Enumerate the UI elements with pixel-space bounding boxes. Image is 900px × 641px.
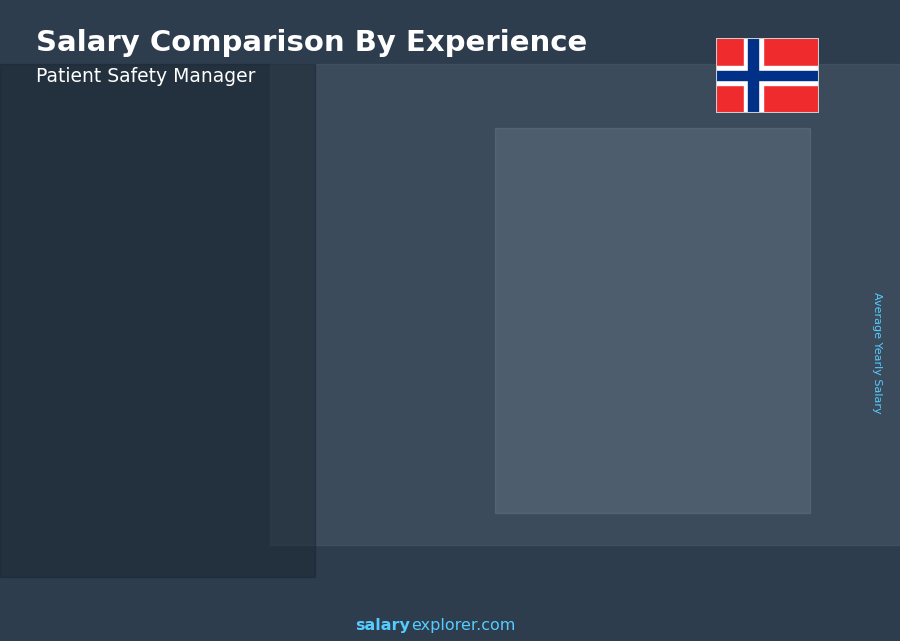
Polygon shape — [524, 268, 536, 577]
Polygon shape — [653, 240, 667, 577]
Text: 767,000 NOK: 767,000 NOK — [241, 349, 319, 362]
Polygon shape — [586, 240, 653, 281]
Bar — [495, 128, 810, 513]
Polygon shape — [716, 214, 784, 577]
Text: 519,000 NOK: 519,000 NOK — [111, 430, 189, 444]
Text: Patient Safety Manager: Patient Safety Manager — [36, 67, 256, 87]
Polygon shape — [586, 240, 653, 577]
Polygon shape — [586, 240, 667, 251]
Text: 1,020,000 NOK: 1,020,000 NOK — [491, 265, 580, 278]
Polygon shape — [263, 406, 276, 577]
Polygon shape — [65, 449, 132, 577]
Polygon shape — [65, 449, 132, 464]
Text: Average Yearly Salary: Average Yearly Salary — [872, 292, 883, 413]
Polygon shape — [132, 449, 146, 577]
Polygon shape — [455, 268, 524, 305]
Bar — [716, 66, 819, 85]
Text: +8%: +8% — [668, 151, 709, 169]
Bar — [749, 38, 758, 113]
Polygon shape — [455, 268, 536, 279]
Polygon shape — [393, 324, 406, 577]
Polygon shape — [326, 324, 393, 354]
Polygon shape — [65, 449, 146, 460]
Bar — [0, 64, 315, 577]
Text: 936,000 NOK: 936,000 NOK — [372, 293, 449, 306]
Text: salary: salary — [355, 619, 410, 633]
Polygon shape — [195, 406, 263, 577]
Text: +48%: +48% — [271, 262, 324, 279]
Polygon shape — [326, 324, 406, 335]
Polygon shape — [195, 406, 263, 426]
Polygon shape — [716, 214, 784, 258]
Text: 1,100,000 NOK: 1,100,000 NOK — [621, 238, 710, 251]
Polygon shape — [326, 324, 393, 577]
Polygon shape — [455, 268, 524, 577]
Bar — [743, 38, 762, 113]
Polygon shape — [716, 214, 797, 225]
Text: +22%: +22% — [400, 206, 454, 224]
Bar — [270, 64, 900, 545]
Bar — [716, 71, 819, 80]
Polygon shape — [195, 406, 276, 417]
Text: +9%: +9% — [537, 178, 579, 196]
Text: Salary Comparison By Experience: Salary Comparison By Experience — [36, 29, 587, 57]
Polygon shape — [784, 214, 797, 577]
Text: +34%: +34% — [140, 343, 194, 361]
Text: explorer.com: explorer.com — [411, 619, 516, 633]
Text: 389,000 NOK: 389,000 NOK — [0, 473, 58, 487]
